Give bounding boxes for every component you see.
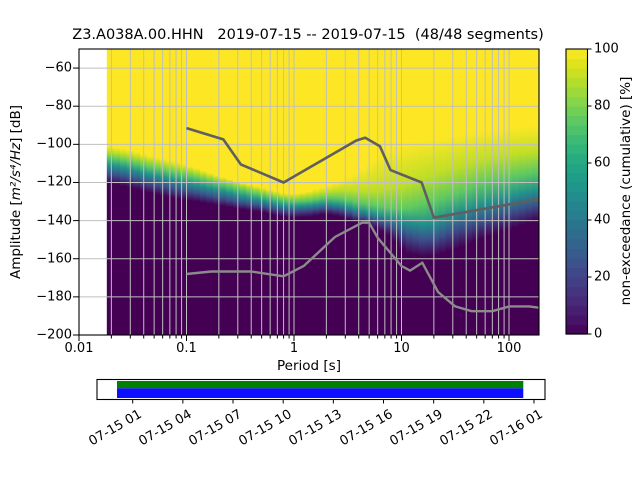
colorbar-tick-label: 0	[594, 326, 603, 342]
x-tick-label: 0.01	[64, 341, 94, 356]
colorbar-step	[566, 315, 588, 326]
colorbar-step	[566, 191, 588, 202]
y-axis-label-suffix: ] [dB]	[8, 104, 24, 143]
colorbar-step	[566, 210, 588, 221]
x-tick-label: 0.1	[176, 341, 197, 356]
timeline-segments-bar	[117, 388, 524, 398]
plot-title: Z3.A038A.00.HHN 2019-07-15 -- 2019-07-15…	[72, 27, 544, 43]
y-tick-label: −80	[44, 98, 72, 114]
y-tick-label: −200	[36, 327, 72, 343]
timeline-tick-label: 07-16 01	[480, 403, 545, 449]
y-tick-label: −60	[44, 60, 72, 76]
colorbar-step	[566, 68, 588, 79]
colorbar-step	[566, 267, 588, 278]
colorbar-step	[566, 172, 588, 183]
colorbar-step	[566, 248, 588, 259]
y-tick-label: −180	[36, 289, 72, 305]
colorbar-step	[566, 324, 588, 335]
colorbar-step	[566, 229, 588, 240]
colorbar-step	[566, 305, 588, 316]
colorbar-step	[566, 134, 588, 145]
colorbar-step	[566, 153, 588, 164]
colorbar-frame	[565, 48, 589, 335]
x-tick-label: 1	[289, 341, 299, 356]
colorbar-step	[566, 163, 588, 174]
colorbar-step	[566, 125, 588, 136]
colorbar-tick-label: 20	[594, 269, 611, 285]
colorbar-tick-label: 100	[594, 41, 619, 57]
colorbar-step	[566, 258, 588, 269]
timeline-coverage-bar	[117, 381, 524, 389]
colorbar-step	[566, 277, 588, 288]
y-axis-label-units: m²/s⁴/Hz	[8, 142, 24, 201]
colorbar-step	[566, 201, 588, 212]
colorbar-step	[566, 49, 588, 60]
colorbar-tick-label: 80	[594, 98, 611, 114]
colorbar-step	[566, 296, 588, 307]
y-tick-label: −160	[36, 251, 72, 267]
y-tick-label: −140	[36, 213, 72, 229]
y-tick-label: −120	[36, 174, 72, 190]
colorbar-label: non-exceedance (cumulative) [%]	[618, 76, 634, 306]
colorbar-step	[566, 239, 588, 250]
colorbar-step	[566, 87, 588, 98]
x-tick-label: 10	[393, 341, 410, 356]
x-axis-label: Period [s]	[277, 358, 341, 374]
colorbar-step	[566, 77, 588, 88]
axes-frame	[78, 48, 540, 336]
colorbar-step	[566, 182, 588, 193]
y-axis-label: Amplitude [m²/s⁴/Hz] [dB]	[8, 105, 24, 279]
colorbar-step	[566, 58, 588, 69]
colorbar-step	[566, 220, 588, 231]
colorbar-step	[566, 286, 588, 297]
nhnm-line	[186, 126, 539, 219]
colorbar-step	[566, 115, 588, 126]
y-axis-label-prefix: Amplitude [	[8, 200, 24, 280]
colorbar-step	[566, 144, 588, 155]
colorbar-tick-label: 60	[594, 155, 611, 171]
colorbar-tick-label: 40	[594, 212, 611, 228]
nlnm-line	[186, 221, 539, 313]
grid	[79, 49, 539, 335]
colorbar-step	[566, 106, 588, 117]
colorbar-step	[566, 96, 588, 107]
y-tick-label: −100	[36, 136, 72, 152]
x-tick-label: 100	[496, 341, 522, 356]
